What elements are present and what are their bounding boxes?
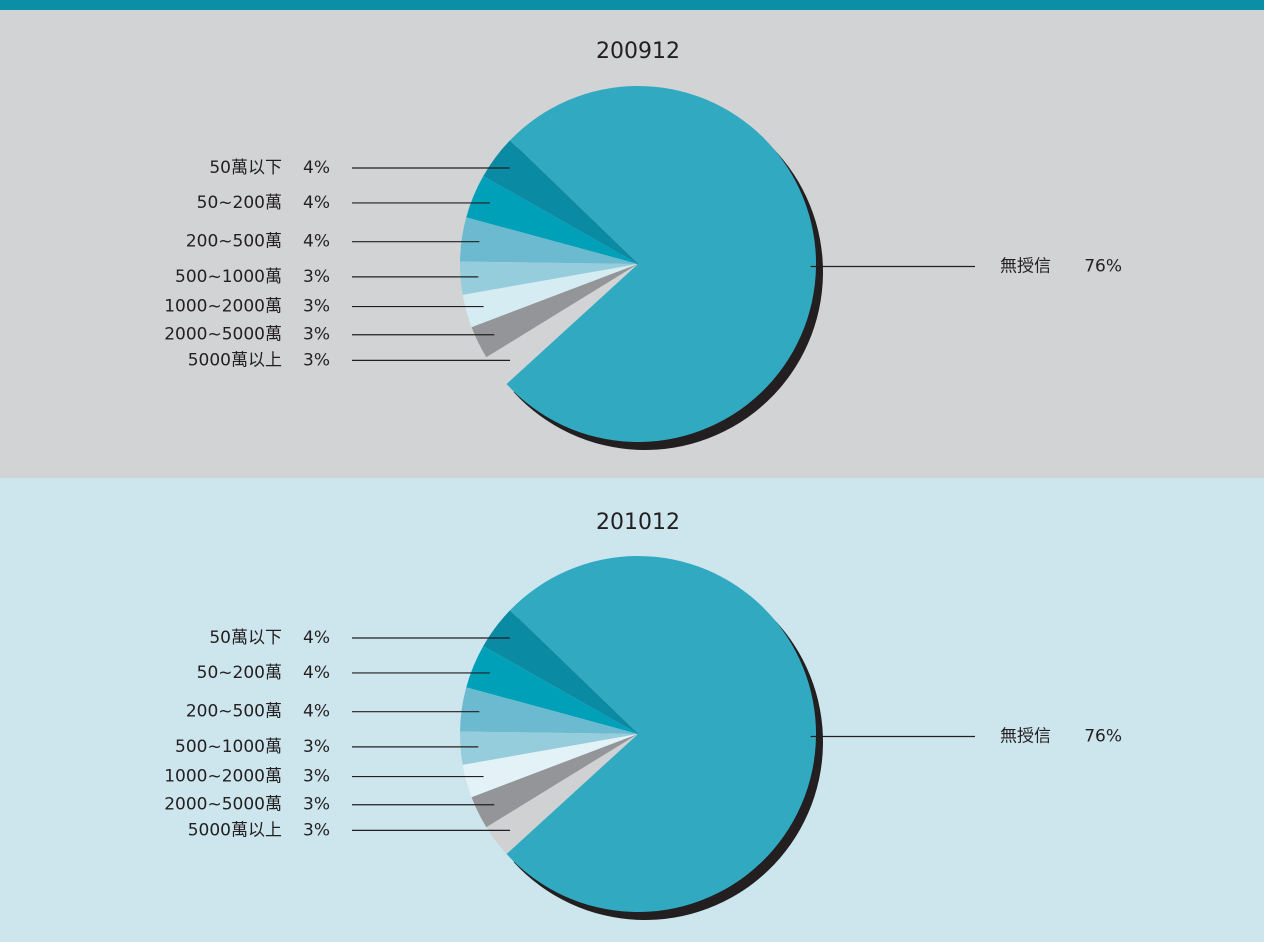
slice (466, 176, 638, 264)
slice (483, 140, 638, 264)
slice (466, 646, 638, 734)
chart-title: 201012 (596, 510, 680, 535)
slice (460, 261, 638, 295)
category-label: 50萬以下 (209, 628, 282, 648)
value-label: 4% (303, 232, 330, 252)
category-label: 1000~2000萬 (164, 767, 282, 787)
category-label: 無授信 (1000, 726, 1051, 746)
value-label: 3% (303, 350, 330, 370)
category-label: 200~500萬 (186, 702, 282, 722)
category-label: 1000~2000萬 (164, 297, 282, 317)
slice (460, 217, 638, 264)
slice (483, 610, 638, 734)
category-label: 500~1000萬 (175, 737, 282, 757)
value-label: 3% (303, 267, 330, 287)
value-label: 4% (303, 702, 330, 722)
value-label: 3% (303, 795, 330, 815)
chart-title: 200912 (596, 39, 680, 64)
category-label: 5000萬以上 (188, 820, 282, 840)
value-label: 3% (303, 737, 330, 757)
top-bar (0, 0, 1264, 10)
category-label: 50~200萬 (197, 663, 282, 683)
category-label: 500~1000萬 (175, 267, 282, 287)
slice (462, 734, 638, 798)
slice (506, 556, 817, 912)
category-label: 5000萬以上 (188, 350, 282, 370)
value-label: 4% (303, 663, 330, 683)
value-label: 4% (303, 158, 330, 178)
slice (486, 734, 638, 855)
slice (471, 264, 638, 358)
slice (462, 264, 638, 328)
category-label: 2000~5000萬 (164, 325, 282, 345)
slice (506, 86, 817, 442)
value-label: 3% (303, 297, 330, 317)
slice (486, 264, 638, 385)
value-label: 4% (303, 628, 330, 648)
category-label: 無授信 (1000, 256, 1051, 276)
value-label: 4% (303, 193, 330, 213)
category-label: 2000~5000萬 (164, 795, 282, 815)
category-label: 200~500萬 (186, 232, 282, 252)
value-label: 76% (1084, 256, 1122, 276)
category-label: 50~200萬 (197, 193, 282, 213)
value-label: 3% (303, 820, 330, 840)
category-label: 50萬以下 (209, 158, 282, 178)
value-label: 3% (303, 767, 330, 787)
slice (460, 731, 638, 765)
value-label: 3% (303, 325, 330, 345)
slice (471, 734, 638, 828)
slice (460, 687, 638, 734)
value-label: 76% (1084, 726, 1122, 746)
